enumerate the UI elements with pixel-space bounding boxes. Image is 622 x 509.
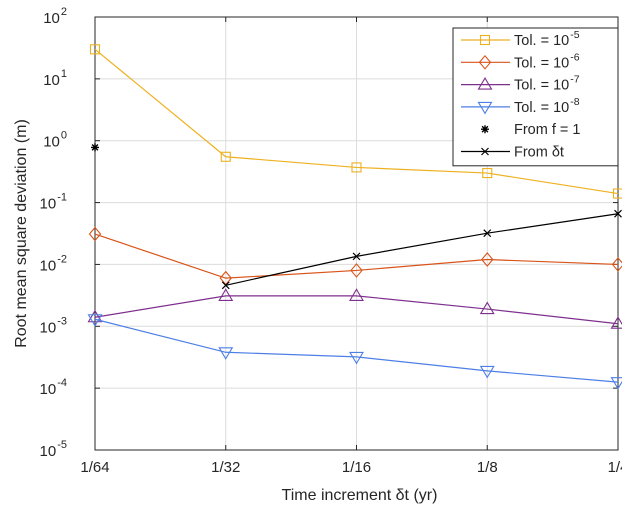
x-tick-label: 1/4 bbox=[608, 459, 622, 476]
series-1 bbox=[89, 44, 622, 199]
triangle-down-marker bbox=[610, 377, 622, 390]
y-tick-label: 10-5 bbox=[40, 439, 67, 460]
legend-item: Tol. = 10-7 bbox=[461, 74, 580, 94]
series-line bbox=[94, 233, 619, 279]
triangle-down-marker bbox=[349, 351, 364, 365]
series-4 bbox=[87, 314, 622, 390]
legend-box bbox=[452, 27, 619, 167]
legend-item: From δt bbox=[461, 145, 564, 161]
y-tick-label: 100 bbox=[43, 130, 67, 151]
y-tick-label: 10-1 bbox=[40, 192, 67, 213]
legend-label: Tol. = 10-6 bbox=[514, 51, 580, 71]
y-tick-label: 10-3 bbox=[40, 315, 67, 336]
y-tick-label: 10-4 bbox=[40, 377, 67, 398]
x-tick-label: 1/16 bbox=[342, 459, 371, 476]
triangle-down-marker bbox=[87, 314, 103, 327]
square-marker bbox=[612, 188, 622, 199]
triangle-up-marker bbox=[610, 316, 622, 329]
legend-label: Tol. = 10-7 bbox=[514, 74, 580, 94]
diamond-marker bbox=[350, 263, 363, 278]
x-marker bbox=[352, 252, 361, 261]
x-tick-label: 1/8 bbox=[477, 459, 498, 476]
x-tick-label: 1/64 bbox=[80, 459, 109, 476]
series-5 bbox=[91, 143, 99, 152]
x-marker bbox=[614, 209, 622, 218]
legend-item: Tol. = 10-8 bbox=[461, 96, 580, 116]
legend-item: Tol. = 10-5 bbox=[461, 29, 580, 49]
axis-ticks: 1/64 1/32 1/16 1/8 1/4 10-5 10-4 10-3 10-2 10-1 10… bbox=[40, 6, 622, 476]
series-6 bbox=[221, 209, 622, 290]
x-axis-label: Time increment δt (yr) bbox=[282, 487, 438, 504]
diamond-marker bbox=[88, 226, 102, 242]
y-axis-label: Root mean square deviation (m) bbox=[13, 119, 30, 348]
square-marker bbox=[89, 44, 101, 55]
series-line bbox=[94, 48, 619, 195]
series-layer bbox=[87, 44, 622, 390]
asterisk-marker bbox=[91, 143, 99, 152]
x-marker bbox=[483, 229, 492, 238]
diamond-marker bbox=[481, 252, 494, 267]
triangle-up-marker bbox=[349, 288, 364, 301]
legend-item: From f = 1 bbox=[481, 122, 580, 138]
diamond-marker bbox=[478, 54, 492, 70]
square-marker bbox=[351, 162, 362, 173]
series-3 bbox=[87, 288, 622, 329]
triangle-up-marker bbox=[218, 288, 234, 301]
triangle-down-marker bbox=[218, 347, 234, 360]
x-marker bbox=[221, 281, 230, 290]
series-line bbox=[94, 295, 619, 325]
triangle-up-marker bbox=[479, 301, 495, 315]
legend-item: Tol. = 10-6 bbox=[461, 51, 580, 71]
triangle-up-marker bbox=[87, 309, 103, 323]
legend-label: Tol. = 10-8 bbox=[514, 96, 580, 116]
legend-label: Tol. = 10-5 bbox=[514, 29, 580, 49]
triangle-up-marker bbox=[477, 77, 493, 90]
y-tick-label: 101 bbox=[43, 68, 67, 89]
x-marker bbox=[481, 147, 489, 156]
legend-label: From δt bbox=[514, 145, 564, 161]
triangle-down-marker bbox=[477, 101, 493, 115]
asterisk-marker bbox=[481, 125, 489, 134]
square-marker bbox=[220, 151, 231, 162]
triangle-down-marker bbox=[479, 365, 495, 379]
square-marker bbox=[482, 168, 493, 179]
legend-label: From f = 1 bbox=[514, 122, 580, 138]
series-line bbox=[94, 318, 619, 383]
square-marker bbox=[479, 34, 491, 46]
series-line bbox=[225, 213, 619, 286]
x-tick-label: 1/32 bbox=[211, 459, 240, 476]
y-tick-label: 10-2 bbox=[40, 253, 67, 274]
y-tick-label: 102 bbox=[43, 6, 67, 27]
